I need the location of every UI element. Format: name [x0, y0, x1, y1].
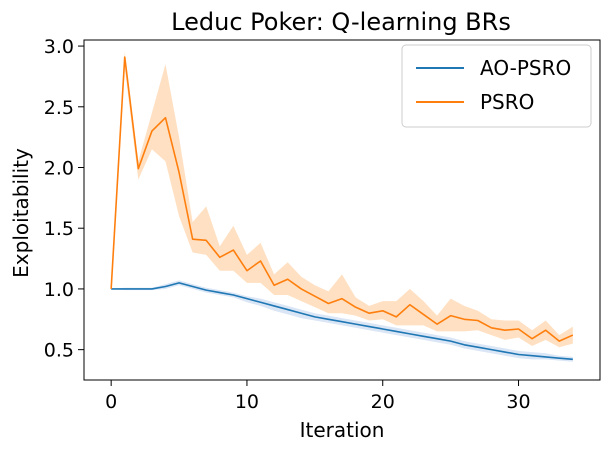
y-tick-label: 3.0 — [44, 36, 74, 58]
x-tick-label: 20 — [371, 391, 395, 413]
y-tick-label: 2.0 — [44, 158, 74, 180]
x-tick-label: 10 — [235, 391, 259, 413]
y-axis-label: Exploitability — [9, 148, 33, 278]
y-ticks: 0.5 1.0 1.5 2.0 2.5 3.0 — [44, 36, 84, 362]
chart-title: Leduc Poker: Q-learning BRs — [171, 8, 511, 36]
legend-label-ao-psro: AO-PSRO — [480, 56, 571, 80]
y-tick-label: 1.0 — [44, 279, 74, 301]
line-psro — [110, 56, 574, 342]
series-lines — [110, 56, 574, 361]
x-axis-label: Iteration — [300, 418, 385, 442]
legend-box — [401, 44, 592, 128]
y-tick-label: 2.5 — [44, 97, 74, 119]
x-tick-label: 0 — [105, 391, 117, 413]
x-tick-label: 30 — [506, 391, 530, 413]
band-psro — [111, 52, 573, 348]
x-ticks: 0 10 20 30 — [105, 380, 531, 413]
line-ao-psro — [111, 282, 573, 361]
axes-frame — [83, 39, 601, 381]
y-tick-label: 0.5 — [44, 340, 74, 362]
y-tick-label: 1.5 — [44, 218, 74, 240]
legend-label-psro: PSRO — [480, 90, 534, 114]
legend: AO-PSRO PSRO — [401, 44, 592, 128]
